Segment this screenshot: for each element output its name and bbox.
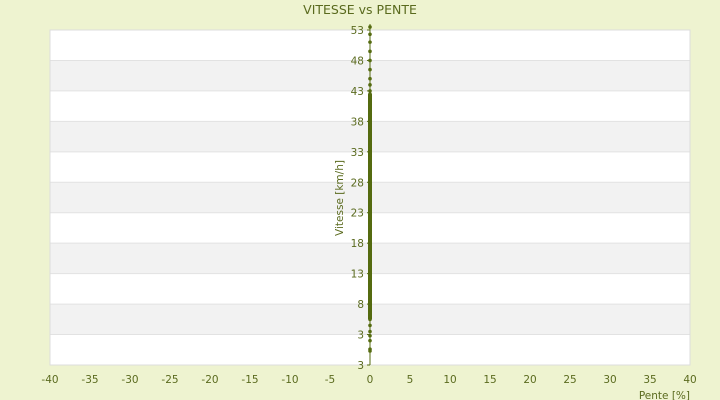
x-tick-label: 5: [407, 374, 414, 386]
data-point: [368, 89, 372, 93]
data-point: [368, 347, 372, 351]
data-point: [368, 253, 372, 258]
data-point: [368, 110, 372, 115]
x-tick-label: 25: [563, 374, 576, 386]
data-point: [368, 137, 372, 142]
data-point: [368, 119, 372, 124]
data-point: [368, 277, 372, 282]
data-point: [368, 122, 372, 127]
x-tick-label: -5: [325, 374, 335, 386]
data-point: [368, 25, 372, 29]
x-tick-label: 15: [483, 374, 496, 386]
y-tick-label: 3: [357, 360, 364, 372]
y-tick-label: 53: [351, 25, 364, 37]
data-point: [368, 296, 372, 300]
data-point: [368, 101, 372, 105]
data-point: [368, 265, 372, 270]
data-point: [368, 128, 372, 133]
x-tick-label: -10: [281, 374, 298, 386]
data-point: [368, 153, 372, 157]
data-point: [368, 58, 372, 63]
data-point: [368, 314, 372, 319]
data-point: [368, 210, 372, 215]
data-point: [368, 174, 372, 178]
data-point: [368, 32, 372, 37]
x-axis: -40 -35 -30 -25 -20 -15 -10 -5 0 5 10 15 20 25 30 35 40: [41, 374, 696, 386]
data-point: [368, 284, 372, 288]
data-point: [368, 140, 372, 145]
x-tick-label: 20: [523, 374, 536, 386]
data-point: [368, 156, 372, 160]
data-point: [368, 223, 372, 227]
x-tick-label: 30: [603, 374, 616, 386]
y-tick-label: 38: [351, 116, 364, 128]
y-tick-label: 13: [351, 269, 364, 281]
data-point: [368, 92, 372, 96]
data-point: [368, 125, 372, 130]
data-point: [368, 113, 372, 118]
data-point: [368, 49, 372, 54]
data-point: [368, 204, 372, 209]
data-points: [368, 25, 372, 353]
data-point: [368, 168, 372, 172]
data-point: [368, 104, 372, 108]
x-tick-label: -40: [41, 374, 58, 386]
data-point: [368, 186, 372, 191]
data-point: [368, 83, 372, 87]
data-point: [368, 329, 372, 334]
x-tick-label: -35: [81, 374, 98, 386]
data-point: [368, 323, 372, 328]
data-point: [368, 146, 372, 151]
data-point: [368, 308, 372, 312]
x-axis-label: Pente [%]: [639, 390, 690, 400]
data-point: [368, 180, 372, 185]
data-point: [368, 333, 372, 338]
y-tick-label: 3: [357, 330, 364, 342]
y-axis-label: Vitesse [km/h]: [334, 160, 346, 236]
data-point: [368, 40, 372, 44]
data-point: [368, 259, 372, 264]
y-tick-label: 48: [351, 55, 364, 67]
data-point: [368, 229, 372, 233]
data-point: [368, 95, 372, 99]
y-tick-label: 8: [357, 299, 364, 311]
x-tick-label: -25: [161, 374, 178, 386]
data-point: [368, 290, 372, 294]
y-tick-label: 28: [351, 177, 364, 189]
data-point: [368, 302, 372, 306]
data-point: [368, 192, 372, 197]
x-tick-label: -15: [241, 374, 258, 386]
data-point: [368, 198, 372, 203]
chart-title: VITESSE vs PENTE: [303, 2, 417, 17]
data-point: [368, 131, 372, 136]
data-point: [368, 247, 372, 252]
data-point: [368, 67, 372, 72]
data-point: [368, 134, 372, 139]
data-point: [368, 317, 372, 322]
y-tick-label: 33: [351, 147, 364, 159]
x-tick-label: 0: [367, 374, 374, 386]
data-point: [368, 241, 372, 245]
x-tick-label: 10: [443, 374, 456, 386]
data-point: [368, 107, 372, 111]
x-tick-label: 40: [683, 374, 696, 386]
data-point: [368, 162, 372, 166]
data-point: [368, 150, 372, 154]
data-point: [368, 116, 372, 121]
y-tick-label: 23: [351, 208, 364, 220]
data-point: [368, 235, 372, 239]
x-tick-label: -20: [201, 374, 218, 386]
x-tick-label: 35: [643, 374, 656, 386]
data-point: [368, 217, 372, 221]
data-point: [368, 271, 372, 276]
data-point: [368, 143, 372, 148]
data-point: [368, 98, 372, 102]
data-point: [368, 338, 372, 343]
data-point: [368, 76, 372, 81]
y-tick-label: 43: [351, 86, 364, 98]
x-tick-label: -30: [121, 374, 138, 386]
y-tick-label: 18: [351, 238, 364, 250]
